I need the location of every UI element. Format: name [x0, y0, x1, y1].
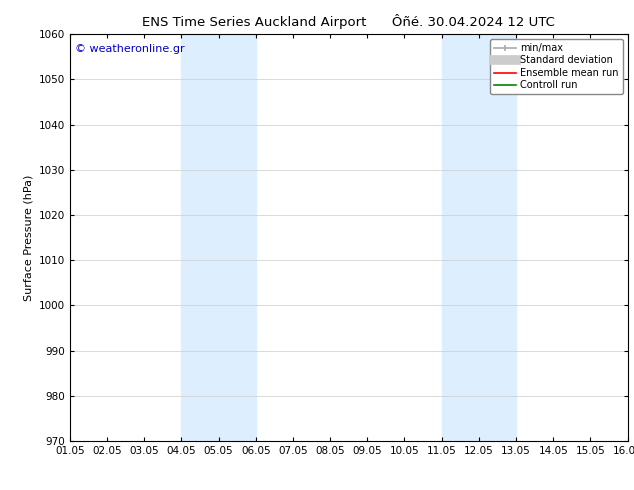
- Title: ENS Time Series Auckland Airport      Ôñé. 30.04.2024 12 UTC: ENS Time Series Auckland Airport Ôñé. 30…: [142, 14, 555, 29]
- Y-axis label: Surface Pressure (hPa): Surface Pressure (hPa): [23, 174, 33, 301]
- Bar: [442, 34, 516, 441]
- Legend: min/max, Standard deviation, Ensemble mean run, Controll run: min/max, Standard deviation, Ensemble me…: [490, 39, 623, 94]
- Bar: [181, 34, 256, 441]
- Text: © weatheronline.gr: © weatheronline.gr: [75, 45, 185, 54]
